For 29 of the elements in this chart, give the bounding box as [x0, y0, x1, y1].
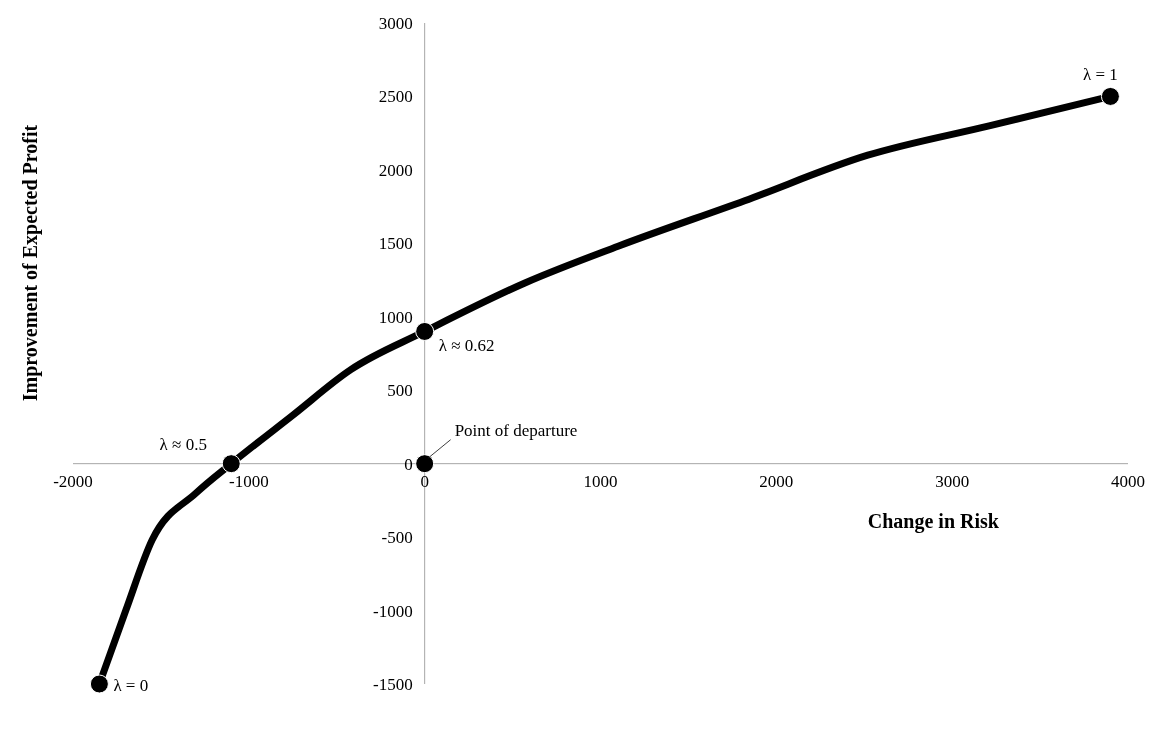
- x-tick-label: 1000: [583, 471, 618, 491]
- y-tick-label: 2500: [378, 87, 413, 107]
- y-tick-label: 1000: [378, 307, 413, 327]
- annotation: λ ≈ 0.62: [438, 336, 495, 356]
- annotation: λ = 1: [1082, 65, 1118, 85]
- point: [415, 321, 435, 341]
- y-axis-title: Improvement of Expected Profit: [18, 124, 42, 402]
- y-tick-label: 2000: [378, 160, 413, 180]
- y-tick-label: 0: [404, 454, 413, 474]
- y-tick-label: -500: [381, 528, 413, 548]
- x-tick-label: 3000: [935, 471, 970, 491]
- y-tick-label: -1500: [372, 674, 413, 694]
- y-tick-label: 3000: [378, 13, 413, 33]
- point: [221, 454, 241, 474]
- x-axis-title: Change in Risk: [867, 509, 999, 533]
- x-tick-label: -1000: [229, 471, 269, 491]
- x-tick-label: 2000: [759, 471, 794, 491]
- x-tick-label: -2000: [53, 471, 93, 491]
- point: [1100, 86, 1120, 106]
- point: [415, 454, 435, 474]
- y-tick-label: 1500: [378, 234, 413, 254]
- annotation: Point of departure: [454, 420, 578, 440]
- x-tick-label: 0: [420, 471, 429, 491]
- y-tick-label: -1000: [372, 601, 413, 621]
- annotation: λ = 0: [113, 676, 149, 695]
- x-tick-label: 4000: [1111, 471, 1145, 491]
- point: [89, 674, 109, 694]
- y-tick-label: 500: [387, 381, 413, 401]
- annotation: λ ≈ 0.5: [159, 434, 207, 454]
